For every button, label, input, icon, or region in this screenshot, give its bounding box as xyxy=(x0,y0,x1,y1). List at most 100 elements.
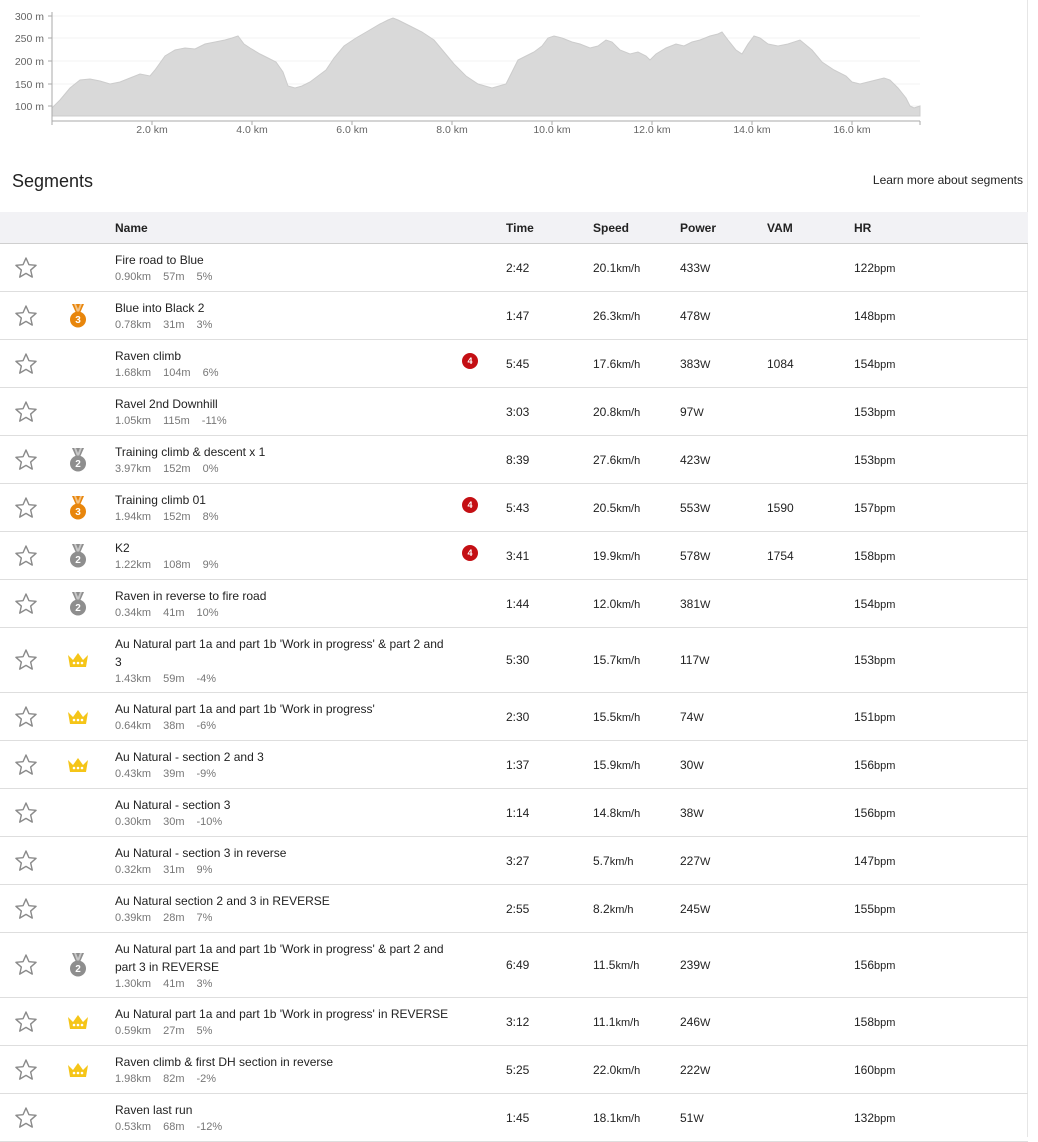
segment-name-link[interactable]: Au Natural section 2 and 3 in REVERSE xyxy=(115,894,330,908)
star-icon[interactable] xyxy=(13,399,39,425)
table-row[interactable]: Au Natural - section 3 in reverse 0.32km 3… xyxy=(0,837,1028,885)
col-speed-header[interactable]: Speed xyxy=(593,221,630,235)
star-icon[interactable] xyxy=(13,1009,39,1035)
segment-power: 245W xyxy=(680,901,710,918)
segment-name-link[interactable]: Blue into Black 2 xyxy=(115,301,205,315)
speed-unit: km/h xyxy=(616,1064,641,1077)
col-vam-header[interactable]: VAM xyxy=(767,221,793,235)
segment-name-link[interactable]: Training climb 01 xyxy=(115,493,206,507)
segment-name-link[interactable]: Au Natural part 1a and part 1b 'Work in … xyxy=(115,637,444,669)
col-name-header[interactable]: Name xyxy=(115,221,148,235)
segment-name-link[interactable]: Training climb & descent x 1 xyxy=(115,445,266,459)
climb-category-badge: 4 xyxy=(462,544,478,561)
power-value: 578 xyxy=(680,548,701,563)
table-row[interactable]: Raven climb & first DH section in revers… xyxy=(0,1046,1028,1094)
table-row[interactable]: 3 Blue into Black 2 0.78km 31m 3% 1:47 26.3km/… xyxy=(0,292,1028,340)
star-icon[interactable] xyxy=(13,800,39,826)
table-row[interactable]: 2 Raven in reverse to fire road 0.34km 41m 1… xyxy=(0,580,1028,628)
speed-value: 20.5 xyxy=(593,500,617,515)
star-icon[interactable] xyxy=(13,1105,39,1131)
segment-hr: 157bpm xyxy=(854,500,895,517)
power-value: 97 xyxy=(680,404,694,419)
table-row[interactable]: 2 K2 1.22km 108m 9% 4 3:41 19.9km/h 578W 1754 158b… xyxy=(0,532,1028,580)
segment-name-link[interactable]: Au Natural part 1a and part 1b 'Work in … xyxy=(115,1007,449,1021)
star-icon[interactable] xyxy=(13,647,39,673)
crown-icon xyxy=(67,752,89,778)
hr-value: 153 xyxy=(854,404,875,419)
segment-stats: 0.39km 28m 7% xyxy=(115,910,450,927)
segment-grade: 7% xyxy=(196,912,213,924)
table-row[interactable]: Au Natural part 1a and part 1b 'Work in … xyxy=(0,628,1028,693)
star-icon[interactable] xyxy=(13,303,39,329)
star-icon[interactable] xyxy=(13,952,39,978)
segment-name-link[interactable]: Raven climb xyxy=(115,349,182,363)
star-icon[interactable] xyxy=(13,351,39,377)
segment-grade: 3% xyxy=(196,319,213,331)
segment-distance: 0.59km xyxy=(115,1025,152,1037)
star-icon[interactable] xyxy=(13,704,39,730)
segment-name-link[interactable]: K2 xyxy=(115,541,130,555)
segment-name-link[interactable]: Au Natural - section 3 in reverse xyxy=(115,846,287,860)
hr-value: 160 xyxy=(854,1062,875,1077)
col-time-header[interactable]: Time xyxy=(506,221,534,235)
table-row[interactable]: Au Natural - section 3 0.30km 30m -10% 1:14 1… xyxy=(0,789,1028,837)
segment-name-link[interactable]: Ravel 2nd Downhill xyxy=(115,397,218,411)
segment-name-link[interactable]: Au Natural part 1a and part 1b 'Work in … xyxy=(115,942,444,974)
segment-hr: 153bpm xyxy=(854,652,895,669)
power-unit: W xyxy=(700,903,711,916)
table-row[interactable]: 2 Training climb & descent x 1 3.97km 152m 0… xyxy=(0,436,1028,484)
segment-elevation: 27m xyxy=(163,1025,185,1037)
segment-name-link[interactable]: Raven climb & first DH section in revers… xyxy=(115,1055,334,1069)
segment-speed: 26.3km/h xyxy=(593,308,640,325)
segment-speed: 15.5km/h xyxy=(593,709,640,726)
star-icon[interactable] xyxy=(13,495,39,521)
col-power-header[interactable]: Power xyxy=(680,221,717,235)
star-icon[interactable] xyxy=(13,447,39,473)
x-tick-label: 16.0 km xyxy=(833,124,871,136)
power-unit: W xyxy=(700,358,711,371)
segment-time: 5:43 xyxy=(506,500,530,515)
table-row[interactable]: 3 Training climb 01 1.94km 152m 8% 4 5:43 20.5k… xyxy=(0,484,1028,532)
segment-power: 383W xyxy=(680,356,710,373)
table-row[interactable]: Raven last run 0.53km 68m -12% 1:45 18.1km/h 5… xyxy=(0,1094,1028,1142)
segment-power: 38W xyxy=(680,805,704,822)
star-icon[interactable] xyxy=(13,543,39,569)
segment-name-link[interactable]: Au Natural - section 2 and 3 xyxy=(115,750,264,764)
col-hr-header[interactable]: HR xyxy=(854,221,872,235)
table-row[interactable]: Au Natural part 1a and part 1b 'Work in … xyxy=(0,693,1028,741)
hr-unit: bpm xyxy=(874,262,896,275)
power-unit: W xyxy=(693,711,704,724)
segment-name-link[interactable]: Fire road to Blue xyxy=(115,253,204,267)
segment-name-link[interactable]: Raven last run xyxy=(115,1103,193,1117)
star-icon[interactable] xyxy=(13,1057,39,1083)
silver-medal-icon: 2 xyxy=(67,952,89,978)
speed-value: 12.0 xyxy=(593,596,617,611)
star-icon[interactable] xyxy=(13,896,39,922)
star-icon[interactable] xyxy=(13,255,39,281)
segment-name-link[interactable]: Au Natural - section 3 xyxy=(115,798,231,812)
learn-more-segments-link[interactable]: Learn more about segments xyxy=(872,173,1023,187)
segment-hr: 155bpm xyxy=(854,901,895,918)
table-row[interactable]: Raven climb 1.68km 104m 6% 4 5:45 17.6km/h 383W… xyxy=(0,340,1028,388)
table-row[interactable]: Ravel 2nd Downhill 1.05km 115m -11% 3:03 20.8… xyxy=(0,388,1028,436)
speed-unit: km/h xyxy=(615,960,640,972)
table-row[interactable]: Au Natural - section 2 and 3 0.43km 39m -9%… xyxy=(0,741,1028,789)
segment-distance: 0.32km xyxy=(115,864,152,876)
table-row[interactable]: Fire road to Blue 0.90km 57m 5% 2:42 20.1km/h… xyxy=(0,244,1028,292)
segment-name-link[interactable]: Raven in reverse to fire road xyxy=(115,589,267,603)
segment-time: 6:49 xyxy=(506,958,530,972)
medal-rank: 2 xyxy=(75,603,81,614)
star-icon[interactable] xyxy=(13,752,39,778)
hr-value: 154 xyxy=(854,596,875,611)
segment-grade: 8% xyxy=(202,511,219,523)
power-value: 383 xyxy=(680,356,701,371)
table-row[interactable]: Au Natural part 1a and part 1b 'Work in … xyxy=(0,998,1028,1046)
table-row[interactable]: Au Natural section 2 and 3 in REVERSE 0.3… xyxy=(0,885,1028,933)
table-row[interactable]: 2 Au Natural part 1a and part 1b 'Work in… xyxy=(0,933,1028,998)
segment-power: 423W xyxy=(680,452,710,469)
power-unit: W xyxy=(700,1016,711,1029)
power-unit: W xyxy=(693,759,704,772)
star-icon[interactable] xyxy=(13,591,39,617)
star-icon[interactable] xyxy=(13,848,39,874)
segment-name-link[interactable]: Au Natural part 1a and part 1b 'Work in … xyxy=(115,702,375,716)
